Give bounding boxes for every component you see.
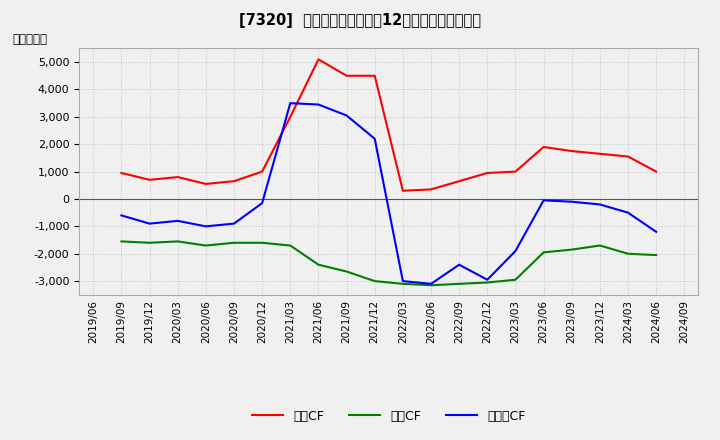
フリーCF bbox=[455, 262, 464, 268]
営業CF bbox=[370, 73, 379, 78]
営業CF bbox=[652, 169, 660, 174]
フリーCF bbox=[511, 248, 520, 253]
投資CF bbox=[174, 239, 182, 244]
営業CF bbox=[595, 151, 604, 157]
営業CF bbox=[174, 174, 182, 180]
営業CF bbox=[117, 170, 126, 176]
投資CF bbox=[370, 279, 379, 284]
フリーCF bbox=[174, 218, 182, 224]
フリーCF bbox=[145, 221, 154, 226]
営業CF bbox=[230, 179, 238, 184]
営業CF bbox=[624, 154, 632, 159]
投資CF bbox=[511, 277, 520, 282]
フリーCF bbox=[230, 221, 238, 226]
投資CF bbox=[258, 240, 266, 246]
投資CF bbox=[145, 240, 154, 246]
投資CF bbox=[230, 240, 238, 246]
フリーCF bbox=[399, 279, 408, 284]
フリーCF bbox=[370, 136, 379, 141]
Legend: 営業CF, 投資CF, フリーCF: 営業CF, 投資CF, フリーCF bbox=[247, 404, 531, 428]
投資CF bbox=[427, 282, 436, 288]
投資CF bbox=[399, 281, 408, 286]
フリーCF bbox=[286, 100, 294, 106]
フリーCF bbox=[314, 102, 323, 107]
フリーCF bbox=[595, 202, 604, 207]
投資CF bbox=[567, 247, 576, 252]
投資CF bbox=[624, 251, 632, 257]
営業CF bbox=[286, 114, 294, 120]
フリーCF bbox=[202, 224, 210, 229]
フリーCF bbox=[427, 281, 436, 286]
営業CF bbox=[455, 179, 464, 184]
Line: フリーCF: フリーCF bbox=[122, 103, 656, 284]
投資CF bbox=[539, 250, 548, 255]
営業CF bbox=[539, 144, 548, 150]
営業CF bbox=[145, 177, 154, 183]
投資CF bbox=[342, 269, 351, 274]
投資CF bbox=[483, 280, 492, 285]
投資CF bbox=[202, 243, 210, 248]
営業CF bbox=[427, 187, 436, 192]
フリーCF bbox=[117, 213, 126, 218]
投資CF bbox=[595, 243, 604, 248]
Line: 営業CF: 営業CF bbox=[122, 59, 656, 191]
フリーCF bbox=[652, 229, 660, 235]
フリーCF bbox=[258, 201, 266, 206]
営業CF bbox=[314, 57, 323, 62]
営業CF bbox=[511, 169, 520, 174]
営業CF bbox=[258, 169, 266, 174]
Text: [7320]  キャッシュフローの12か月移動合計の推移: [7320] キャッシュフローの12か月移動合計の推移 bbox=[239, 13, 481, 28]
フリーCF bbox=[539, 198, 548, 203]
営業CF bbox=[202, 181, 210, 187]
投資CF bbox=[286, 243, 294, 248]
フリーCF bbox=[567, 199, 576, 204]
Line: 投資CF: 投資CF bbox=[122, 242, 656, 285]
フリーCF bbox=[624, 210, 632, 215]
フリーCF bbox=[342, 113, 351, 118]
営業CF bbox=[483, 170, 492, 176]
フリーCF bbox=[483, 277, 492, 282]
投資CF bbox=[314, 262, 323, 268]
営業CF bbox=[399, 188, 408, 194]
営業CF bbox=[342, 73, 351, 78]
投資CF bbox=[455, 281, 464, 286]
投資CF bbox=[652, 253, 660, 258]
営業CF bbox=[567, 148, 576, 154]
Y-axis label: （百万円）: （百万円） bbox=[12, 33, 48, 46]
投資CF bbox=[117, 239, 126, 244]
